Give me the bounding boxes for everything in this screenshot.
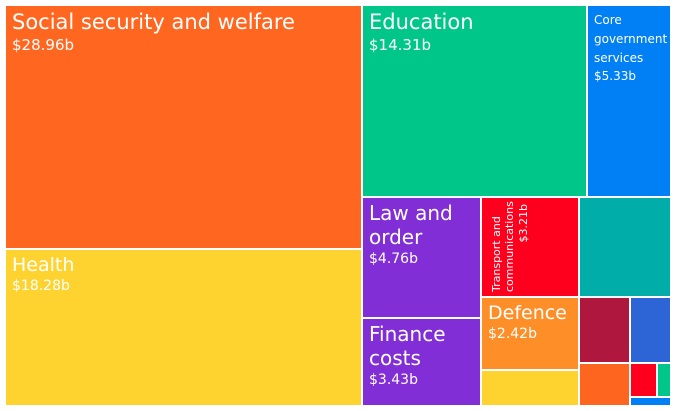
treemap-tile-unlabeled-10 [579,297,630,363]
tile-name: Law and order [369,201,453,249]
tile-value: $4.76b [369,251,418,268]
treemap-tile-health: Health $18.28b [5,249,362,406]
tile-label: Social security and welfare $28.96b [12,10,357,54]
treemap-tile-social-security-and-welfare: Social security and welfare $28.96b [5,5,362,249]
tile-label: Transport and communications $3.21b [490,201,531,292]
tile-value: $3.21b [517,204,531,243]
tile-label: Defence $2.42b [488,302,574,343]
treemap-tile-finance-costs: Finance costs $3.43b [362,318,481,406]
tile-name: Health [12,254,75,276]
treemap-tile-unlabeled-12 [579,363,630,406]
treemap-tile-defence: Defence $2.42b [481,297,579,370]
tile-label: Core government services $5.33b [594,10,669,83]
tile-value: $5.33b [594,68,636,83]
treemap-tile-transport-and-communications: Transport and communications $3.21b [481,197,579,297]
treemap-tile-core-government-services: Core government services $5.33b [587,5,671,197]
treemap-tile-law-and-order: Law and order $4.76b [362,197,481,318]
tile-name: Education [369,10,474,34]
treemap-tile-unlabeled-13 [630,363,657,397]
tile-label: Education $14.31b [369,10,582,54]
treemap-tile-unlabeled-8 [579,197,671,297]
treemap-tile-education: Education $14.31b [362,5,587,197]
treemap-tile-unlabeled-15 [630,397,671,406]
tile-name: Transport and communications [490,201,516,292]
tile-label: Finance costs $3.43b [369,322,476,389]
treemap-tile-unlabeled-14 [657,363,671,397]
tile-name: Social security and welfare [12,10,295,34]
tile-value: $14.31b [369,35,432,54]
treemap-tile-unlabeled-9 [481,370,579,406]
tile-value: $2.42b [488,326,537,343]
tile-name: Core government services [594,13,668,65]
tile-value: $18.28b [12,278,70,295]
tile-name: Finance costs [369,322,446,370]
tile-label: Law and order $4.76b [369,201,476,268]
treemap-tile-unlabeled-11 [630,297,671,363]
tile-value: $28.96b [12,35,75,54]
tile-value: $3.43b [369,372,418,389]
tile-name: Defence [488,302,567,324]
tile-label: Health $18.28b [12,254,357,295]
